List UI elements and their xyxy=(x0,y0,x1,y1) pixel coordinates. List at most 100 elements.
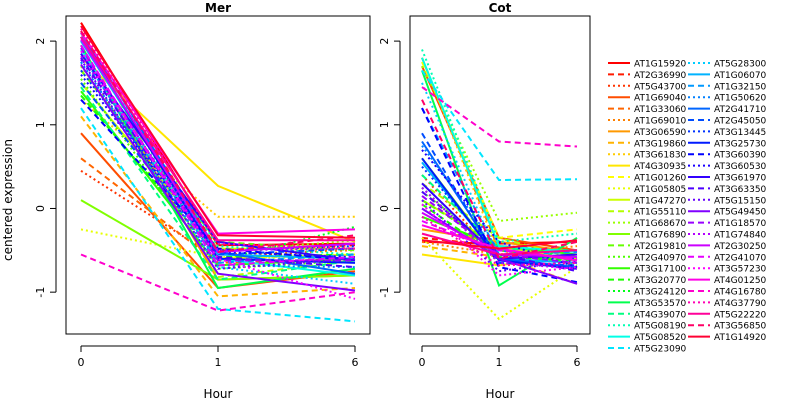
legend-label-at1g32150: AT1G32150 xyxy=(714,82,767,92)
legend-label-at1g06070: AT1G06070 xyxy=(714,71,767,81)
legend-label-at1g47270: AT1G47270 xyxy=(634,196,687,206)
legend-label-at3g13445: AT3G13445 xyxy=(714,128,766,138)
x-axis-label-mer: Hour xyxy=(204,387,233,400)
series-line-mer-at1g76890 xyxy=(80,199,356,281)
series-line-mer-at5g23090 xyxy=(80,107,356,323)
series-line-mer-at3g56850 xyxy=(80,30,356,254)
series-line-cot-at5g49450 xyxy=(421,207,578,285)
x-tick-label-cot: 1 xyxy=(496,356,503,369)
legend-label-at5g43700: AT5G43700 xyxy=(634,82,687,92)
y-tick-label-mer: 1 xyxy=(34,121,47,128)
y-tick-label-mer: 2 xyxy=(34,38,47,45)
y-axis-label: centered expression xyxy=(1,139,15,261)
legend-label-at1g76890: AT1G76890 xyxy=(634,231,687,241)
y-tick-label-mer: 0 xyxy=(34,205,47,212)
legend-label-at5g28300: AT5G28300 xyxy=(714,60,767,70)
series-line-mer-at4g37790 xyxy=(80,28,356,250)
y-tick-label-cot: 0 xyxy=(378,205,391,212)
plot-frame-cot xyxy=(409,15,591,335)
legend-label-at3g06590: AT3G06590 xyxy=(634,128,687,138)
y-axis-mer: -1 0 1 2 xyxy=(34,38,57,298)
legend-label-at3g17100: AT3G17100 xyxy=(634,265,687,275)
legend-label-at1g50620: AT1G50620 xyxy=(714,94,767,104)
legend-label-at4g16780: AT4G16780 xyxy=(714,288,767,298)
series-lines-mer xyxy=(80,22,356,323)
x-axis-cot: 0 1 6 xyxy=(419,345,581,369)
series-line-cot-at3g53570 xyxy=(421,70,578,287)
y-axis-cot: -1 0 1 2 xyxy=(378,38,401,298)
legend-label-at1g55110: AT1G55110 xyxy=(634,208,687,218)
series-line-cot-at5g08520 xyxy=(421,57,578,253)
legend-label-at3g61970: AT3G61970 xyxy=(714,174,767,184)
series-line-cot-at5g23090 xyxy=(421,69,578,182)
legend-label-at3g20770: AT3G20770 xyxy=(634,276,687,286)
series-line-mer-at3g53570 xyxy=(80,44,356,290)
legend-label-at4g37790: AT4G37790 xyxy=(714,299,767,309)
legend-label-at1g33060: AT1G33060 xyxy=(634,105,687,115)
legend-label-at1g68670: AT1G68670 xyxy=(634,219,687,229)
series-line-cot-at1g68670 xyxy=(421,65,578,223)
series-line-cot-at1g55110 xyxy=(421,182,578,260)
legend-label-at5g49450: AT5G49450 xyxy=(714,208,767,218)
legend-label-at3g25730: AT3G25730 xyxy=(714,139,767,149)
x-tick-label-cot: 0 xyxy=(419,356,426,369)
plot-frame-mer xyxy=(65,15,371,335)
series-line-cot-at1g05805 xyxy=(421,237,578,321)
series-line-mer-at2g41070 xyxy=(80,44,356,267)
legend-label-at2g36990: AT2G36990 xyxy=(634,71,687,81)
legend-label-at2g19810: AT2G19810 xyxy=(634,242,687,252)
legend-label-at3g60390: AT3G60390 xyxy=(714,151,767,161)
panel-cot: Cot -1 0 1 2 0 1 6 xyxy=(378,1,591,369)
series-line-mer-at4g16780 xyxy=(80,253,356,312)
legend-label-at1g14920: AT1G14920 xyxy=(714,333,767,343)
legend-label-at2g41710: AT2G41710 xyxy=(714,105,767,115)
legend-label-at3g57230: AT3G57230 xyxy=(714,265,767,275)
series-line-mer-at3g61970 xyxy=(80,53,356,262)
legend-label-at1g74840: AT1G74840 xyxy=(714,231,767,241)
series-lines-cot xyxy=(421,49,578,321)
series-line-cot-at1g14920 xyxy=(421,239,578,250)
legend-label-at2g41070: AT2G41070 xyxy=(714,253,767,263)
legend-label-at4g30935: AT4G30935 xyxy=(634,162,686,172)
legend-label-at1g15920: AT1G15920 xyxy=(634,60,687,70)
x-tick-label-mer: 6 xyxy=(352,356,359,369)
legend-label-at5g23090: AT5G23090 xyxy=(634,345,687,355)
legend-label-at3g60530: AT3G60530 xyxy=(714,162,767,172)
legend-label-at3g56850: AT3G56850 xyxy=(714,322,767,332)
legend-label-at2g40970: AT2G40970 xyxy=(634,253,687,263)
legend-label-at3g53570: AT3G53570 xyxy=(634,299,687,309)
series-line-mer-at3g60530 xyxy=(80,73,356,258)
series-line-mer-at1g14920 xyxy=(80,25,356,239)
series-line-cot-at1g74840 xyxy=(421,186,578,270)
y-tick-label-cot: -1 xyxy=(378,287,391,298)
legend-label-at4g01250: AT4G01250 xyxy=(714,276,767,286)
series-line-mer-at5g49450 xyxy=(80,63,356,292)
x-tick-label-mer: 0 xyxy=(78,356,85,369)
legend-label-at3g63350: AT3G63350 xyxy=(714,185,767,195)
legend: AT1G15920AT2G36990AT5G43700AT1G69040AT1G… xyxy=(608,60,767,355)
series-line-mer-at5g08190 xyxy=(80,40,356,256)
x-tick-label-mer: 1 xyxy=(215,356,222,369)
panel-title-cot: Cot xyxy=(489,1,512,15)
series-line-mer-at3g63350 xyxy=(80,57,356,269)
series-line-mer-at2g45050 xyxy=(80,82,356,256)
legend-label-at1g01260: AT1G01260 xyxy=(634,174,687,184)
x-tick-label-cot: 6 xyxy=(574,356,581,369)
series-line-cot-at4g39070 xyxy=(421,174,578,252)
legend-label-at3g24120: AT3G24120 xyxy=(634,288,687,298)
legend-label-at5g08190: AT5G08190 xyxy=(634,322,687,332)
y-tick-label-mer: -1 xyxy=(34,287,47,298)
x-axis-mer: 0 1 6 xyxy=(78,345,359,369)
legend-label-at2g45050: AT2G45050 xyxy=(714,117,767,127)
legend-label-at5g22220: AT5G22220 xyxy=(714,310,767,320)
legend-label-at2g30250: AT2G30250 xyxy=(714,242,767,252)
series-line-cot-at5g22220 xyxy=(421,232,578,256)
legend-label-at1g18570: AT1G18570 xyxy=(714,219,767,229)
legend-label-at4g39070: AT4G39070 xyxy=(634,310,687,320)
y-tick-label-cot: 2 xyxy=(378,38,391,45)
legend-label-at1g69010: AT1G69010 xyxy=(634,117,687,127)
panel-title-mer: Mer xyxy=(205,1,231,15)
x-axis-label-cot: Hour xyxy=(486,387,515,400)
series-line-mer-at5g15150 xyxy=(80,58,356,270)
